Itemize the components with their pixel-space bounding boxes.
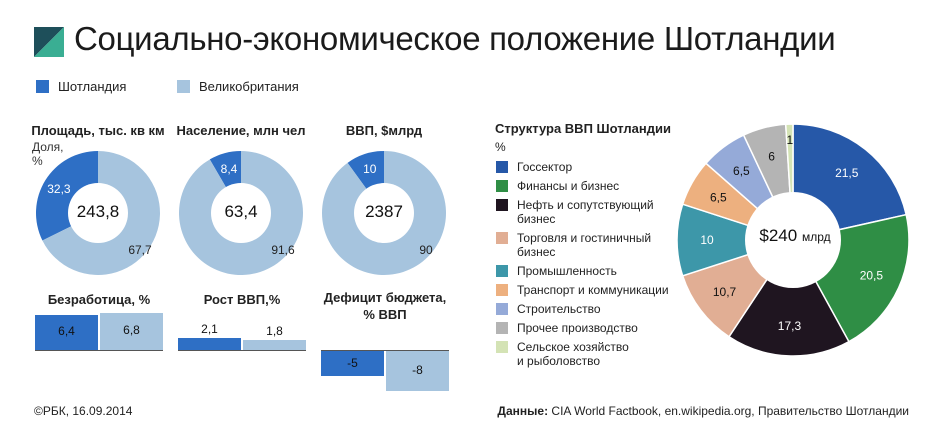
pie-legend-label-5: Транспорт и коммуникации: [517, 283, 669, 297]
bar-2-scotland-label: -5: [347, 355, 358, 370]
page-title: Социально-экономическое положение Шотлан…: [74, 20, 836, 57]
pie-slice-label-1: 20,5: [860, 268, 884, 282]
pie-center-hole: [745, 192, 841, 288]
pie-legend-item-7: Прочее производство: [496, 321, 681, 335]
bar-0-scotland-label: 6,4: [58, 324, 75, 339]
donut-0-scotland-segment: [35, 151, 98, 241]
donut-1-uk-segment: [179, 151, 303, 275]
donut-title-2: ВВП, $млрд: [345, 123, 423, 138]
pie-legend-label-7: Прочее производство: [517, 321, 638, 335]
pie-legend-swatch-3: [496, 232, 508, 244]
bar-title-2: Дефицит бюджета, % ВВП: [323, 290, 447, 322]
bar-0-uk-label: 6,8: [123, 323, 140, 338]
pie-slice-label-8: 1: [787, 133, 794, 147]
pie-legend-item-4: Промышленность: [496, 264, 681, 278]
pie-legend-label-8: Сельское хозяйство и рыболовство: [517, 340, 629, 368]
legend-swatch-uk: [177, 80, 190, 93]
bar-2-scotland: [321, 351, 384, 376]
pie-legend: Госсектор Финансы и бизнес Нефть и сопутст…: [496, 160, 681, 373]
donut-title-0: Площадь, тыс. кв км: [31, 123, 165, 138]
pie-slice-label-0: 21,5: [835, 166, 859, 180]
donut-1-center-value: 63,4: [224, 202, 258, 221]
donut-0-scotland-label: 32,3: [47, 181, 71, 196]
pie-slice-label-2: 17,3: [778, 319, 802, 333]
donut-1-scotland-label: 8,4: [220, 161, 238, 176]
pie-legend-label-3: Торговля и гостиничный бизнес: [517, 231, 652, 259]
pie-legend-swatch-4: [496, 265, 508, 277]
legend-uk: Великобритания: [177, 79, 299, 94]
pie-slice-label-3: 10,7: [713, 285, 737, 299]
donut-2-scotland-label: 10: [363, 162, 377, 177]
pie-legend-item-6: Строительство: [496, 302, 681, 316]
bar-0-uk: [100, 312, 163, 350]
pie-legend-swatch-7: [496, 322, 508, 334]
pie-legend-label-0: Госсектор: [517, 160, 573, 174]
donut-2-uk-segment: [322, 151, 446, 275]
pie-title: Структура ВВП Шотландии: [495, 121, 671, 136]
pie-legend-item-2: Нефть и сопутствующий бизнес: [496, 198, 681, 226]
pie-legend-item-3: Торговля и гостиничный бизнес: [496, 231, 681, 259]
donut-0-center-value: 243,8: [76, 202, 120, 221]
legend-label-uk: Великобритания: [199, 79, 299, 94]
pie-center-value: $240: [759, 226, 798, 245]
pie-center-unit: млрд: [801, 230, 831, 244]
donut-2-scotland-segment: [347, 151, 384, 196]
donut-2-center-value: 2387: [365, 202, 403, 221]
pie-slice-label-4: 10: [700, 233, 714, 247]
donut-0-uk-label: 67,7: [128, 243, 152, 257]
pie-legend-swatch-1: [496, 180, 508, 192]
bar-1-scotland: [178, 338, 241, 350]
donut-1-uk-label: 91,6: [271, 243, 295, 257]
donut-0-uk-segment: [42, 151, 160, 275]
pie-slice-label-6: 6,5: [733, 164, 750, 178]
bar-title-0: Безработица, %: [47, 292, 151, 307]
pie-legend-swatch-5: [496, 284, 508, 296]
pie-legend-swatch-6: [496, 303, 508, 315]
bar-axis-2: [321, 350, 449, 351]
legend-label-scotland: Шотландия: [58, 79, 127, 94]
donut-chart-2: [322, 151, 446, 275]
pie-legend-item-5: Транспорт и коммуникации: [496, 283, 681, 297]
copyright: ©РБК, 16.09.2014: [34, 404, 133, 418]
pie-legend-item-1: Финансы и бизнес: [496, 179, 681, 193]
donut-1-scotland-segment: [209, 151, 241, 194]
bar-1-uk: [243, 340, 306, 350]
pie-slice-label-5: 6,5: [710, 190, 727, 204]
pie-legend-swatch-0: [496, 161, 508, 173]
rbc-logo-icon: [34, 27, 64, 57]
bar-1-uk-label: 1,8: [266, 324, 283, 339]
donut-chart-0: [35, 151, 160, 275]
legend-scotland: Шотландия: [36, 79, 126, 94]
pie-legend-label-2: Нефть и сопутствующий бизнес: [517, 198, 654, 226]
pie-legend-label-4: Промышленность: [517, 264, 617, 278]
pie-unit: %: [495, 140, 506, 154]
donut-2-uk-label: 90: [419, 243, 433, 257]
bar-0-scotland: [35, 314, 98, 350]
bar-axis-0: [35, 350, 163, 351]
source-note: Данные: CIA World Factbook, en.wikipedia…: [497, 404, 909, 418]
bar-title-1: Рост ВВП,%: [203, 292, 281, 307]
bar-2-uk: [386, 351, 449, 391]
donut-share-label: Доля, %: [32, 140, 64, 168]
bar-1-scotland-label: 2,1: [201, 322, 218, 337]
pie-legend-item-0: Госсектор: [496, 160, 681, 174]
pie-legend-label-1: Финансы и бизнес: [517, 179, 620, 193]
bar-axis-1: [178, 350, 306, 351]
pie-legend-swatch-2: [496, 199, 508, 211]
bar-2-uk-label: -8: [412, 363, 423, 377]
donut-chart-1: [179, 151, 303, 275]
source-label: Данные:: [497, 404, 549, 418]
source-text: CIA World Factbook, en.wikipedia.org, Пр…: [551, 404, 909, 418]
donut-title-1: Население, млн чел: [176, 123, 306, 138]
legend-swatch-scotland: [36, 80, 49, 93]
pie-center-label: $240 млрд: [745, 226, 845, 246]
pie-legend-label-6: Строительство: [517, 302, 601, 316]
pie-legend-swatch-8: [496, 341, 508, 353]
pie-slice-label-7: 6: [768, 150, 775, 164]
pie-legend-item-8: Сельское хозяйство и рыболовство: [496, 340, 681, 368]
